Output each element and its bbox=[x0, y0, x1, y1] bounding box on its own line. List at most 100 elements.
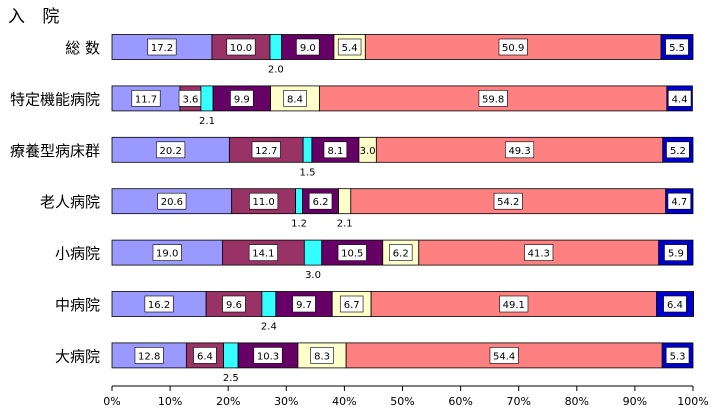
data-label: 5.9 bbox=[668, 249, 684, 260]
category-label: 老人病院 bbox=[40, 193, 100, 211]
data-label-box bbox=[308, 192, 333, 210]
x-tick-label: 10% bbox=[158, 395, 182, 408]
bar-segment bbox=[350, 188, 667, 215]
data-label: 8.4 bbox=[287, 94, 303, 105]
data-label-box bbox=[296, 38, 320, 56]
bar-segment bbox=[200, 85, 214, 112]
category-label: 総 数 bbox=[65, 39, 100, 57]
data-label-box bbox=[156, 141, 186, 159]
data-label-box bbox=[389, 244, 413, 261]
bar-segment bbox=[295, 188, 303, 215]
data-label: 20.2 bbox=[160, 146, 182, 157]
data-label-box bbox=[505, 141, 535, 159]
data-label-external: 1.2 bbox=[291, 219, 307, 230]
x-tick-label: 20% bbox=[216, 395, 240, 408]
data-label-box bbox=[226, 38, 256, 56]
data-label-box bbox=[310, 347, 334, 364]
x-tick-label: 60% bbox=[448, 395, 472, 408]
data-label-box bbox=[230, 90, 254, 107]
data-label: 54.2 bbox=[497, 197, 519, 208]
data-label: 12.7 bbox=[255, 146, 277, 157]
data-label-box bbox=[283, 90, 307, 107]
data-label: 8.3 bbox=[314, 351, 330, 362]
data-label-external: 2.0 bbox=[268, 65, 284, 76]
data-label-external: 3.0 bbox=[305, 270, 321, 281]
data-label-box bbox=[249, 192, 279, 210]
data-label-box bbox=[665, 38, 689, 56]
data-label: 9.7 bbox=[296, 300, 312, 311]
data-label: 10.3 bbox=[257, 351, 279, 362]
bar-segment bbox=[111, 136, 230, 163]
x-tick-label: 0% bbox=[103, 395, 120, 408]
data-label: 3.0 bbox=[360, 146, 376, 157]
data-label: 6.2 bbox=[393, 249, 409, 260]
data-label-box bbox=[323, 141, 348, 159]
data-label-box bbox=[665, 347, 690, 364]
data-label-box bbox=[339, 295, 364, 313]
bar-segment bbox=[223, 342, 239, 369]
data-label-box bbox=[337, 38, 362, 56]
data-label-box bbox=[253, 347, 283, 364]
bar-segment bbox=[269, 34, 283, 60]
bar-segment bbox=[321, 239, 384, 266]
data-label-box bbox=[222, 295, 246, 313]
data-label-box bbox=[663, 295, 687, 313]
data-label-external: 2.1 bbox=[337, 219, 353, 230]
category-label: 中病院 bbox=[55, 296, 100, 314]
data-label: 5.2 bbox=[670, 146, 686, 157]
category-label: 小病院 bbox=[55, 245, 100, 263]
data-label-box bbox=[499, 295, 529, 313]
data-label: 17.2 bbox=[151, 43, 173, 54]
x-tick-label: 40% bbox=[332, 395, 356, 408]
data-label: 59.8 bbox=[482, 94, 504, 105]
chart-title: 入 院 bbox=[8, 7, 66, 27]
data-label: 19.0 bbox=[156, 249, 178, 260]
category-label: 大病院 bbox=[55, 347, 100, 365]
data-label: 6.4 bbox=[667, 300, 683, 311]
bar-segment bbox=[302, 136, 313, 163]
data-label-external: 1.5 bbox=[300, 167, 316, 178]
data-label-box bbox=[251, 141, 281, 159]
data-label-box bbox=[147, 38, 177, 56]
data-label: 9.6 bbox=[226, 300, 242, 311]
data-label: 4.7 bbox=[671, 197, 687, 208]
data-label: 5.4 bbox=[342, 43, 358, 54]
data-label-external: 2.1 bbox=[199, 116, 215, 127]
data-label-box bbox=[664, 244, 688, 261]
data-label-box bbox=[478, 90, 508, 107]
data-label-box bbox=[144, 295, 174, 313]
data-label-external: 2.5 bbox=[223, 373, 239, 384]
bar-segment bbox=[303, 239, 323, 266]
data-label: 6.7 bbox=[344, 300, 360, 311]
x-tick-label: 100% bbox=[677, 395, 708, 408]
data-label-box bbox=[134, 347, 164, 364]
data-label-box bbox=[493, 192, 523, 210]
data-label-box bbox=[292, 295, 316, 313]
data-label: 49.3 bbox=[508, 146, 530, 157]
bar-segment bbox=[338, 188, 352, 215]
x-tick-label: 50% bbox=[390, 395, 414, 408]
data-label: 6.2 bbox=[313, 197, 329, 208]
bar-segment bbox=[261, 291, 277, 317]
data-label-box bbox=[667, 90, 692, 107]
data-label: 5.5 bbox=[669, 43, 685, 54]
bar-segment bbox=[111, 342, 187, 369]
data-label: 16.2 bbox=[148, 300, 170, 311]
data-label: 54.4 bbox=[493, 351, 515, 362]
x-tick-label: 30% bbox=[274, 395, 298, 408]
x-tick-label: 90% bbox=[623, 395, 647, 408]
data-label: 9.0 bbox=[300, 43, 316, 54]
data-label: 9.9 bbox=[234, 94, 250, 105]
data-label-external: 2.4 bbox=[261, 322, 277, 333]
data-label: 6.4 bbox=[197, 351, 213, 362]
data-label-box bbox=[131, 90, 161, 107]
data-label: 49.1 bbox=[503, 300, 525, 311]
data-label: 8.1 bbox=[327, 146, 343, 157]
data-label: 12.8 bbox=[138, 351, 160, 362]
data-label-box bbox=[524, 244, 554, 261]
data-label: 5.3 bbox=[670, 351, 686, 362]
data-label-box bbox=[157, 192, 187, 210]
data-label: 10.0 bbox=[230, 43, 252, 54]
bar-segment bbox=[370, 291, 657, 317]
data-label-box bbox=[666, 141, 690, 159]
